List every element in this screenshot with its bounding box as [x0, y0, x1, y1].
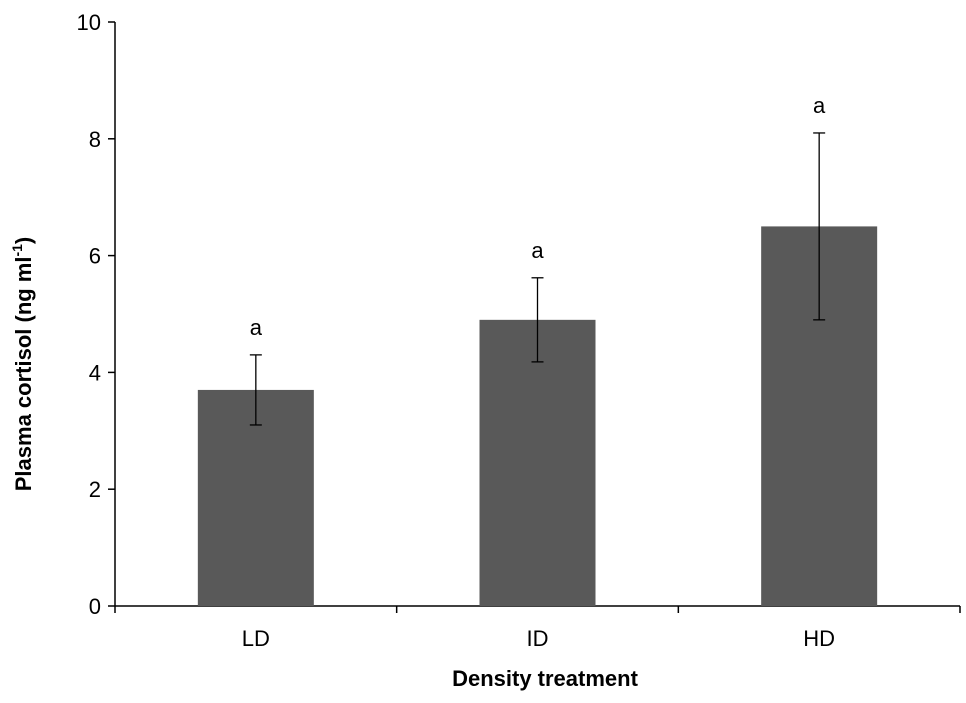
- x-tick-label: ID: [527, 626, 549, 651]
- x-axis-title: Density treatment: [452, 666, 639, 691]
- error-bars: [249, 132, 826, 426]
- significance-labels: a a a: [250, 93, 826, 340]
- bar-series: [197, 226, 878, 606]
- x-axis-ticks: LD ID HD: [114, 606, 961, 651]
- y-tick-label: 10: [77, 10, 101, 35]
- x-tick-label: LD: [242, 626, 270, 651]
- y-tick-label: 2: [89, 477, 101, 502]
- y-tick-label: 8: [89, 127, 101, 152]
- y-tick-label: 6: [89, 244, 101, 269]
- significance-letter: a: [531, 238, 544, 263]
- y-tick-label: 0: [89, 594, 101, 619]
- y-axis-title-main: Plasma cortisol (ng ml: [11, 257, 36, 492]
- y-tick-label: 4: [89, 360, 101, 385]
- bar-ld: [197, 389, 314, 606]
- x-tick-label: HD: [803, 626, 835, 651]
- significance-letter: a: [250, 315, 263, 340]
- y-axis-title-suffix: ): [11, 237, 36, 244]
- y-axis-title: Plasma cortisol (ng ml-1): [9, 237, 36, 492]
- y-axis-title-superscript: -1: [9, 244, 25, 257]
- significance-letter: a: [813, 93, 826, 118]
- bar-id: [479, 319, 596, 606]
- y-axis-ticks: 0 2 4 6 8 10: [77, 10, 115, 619]
